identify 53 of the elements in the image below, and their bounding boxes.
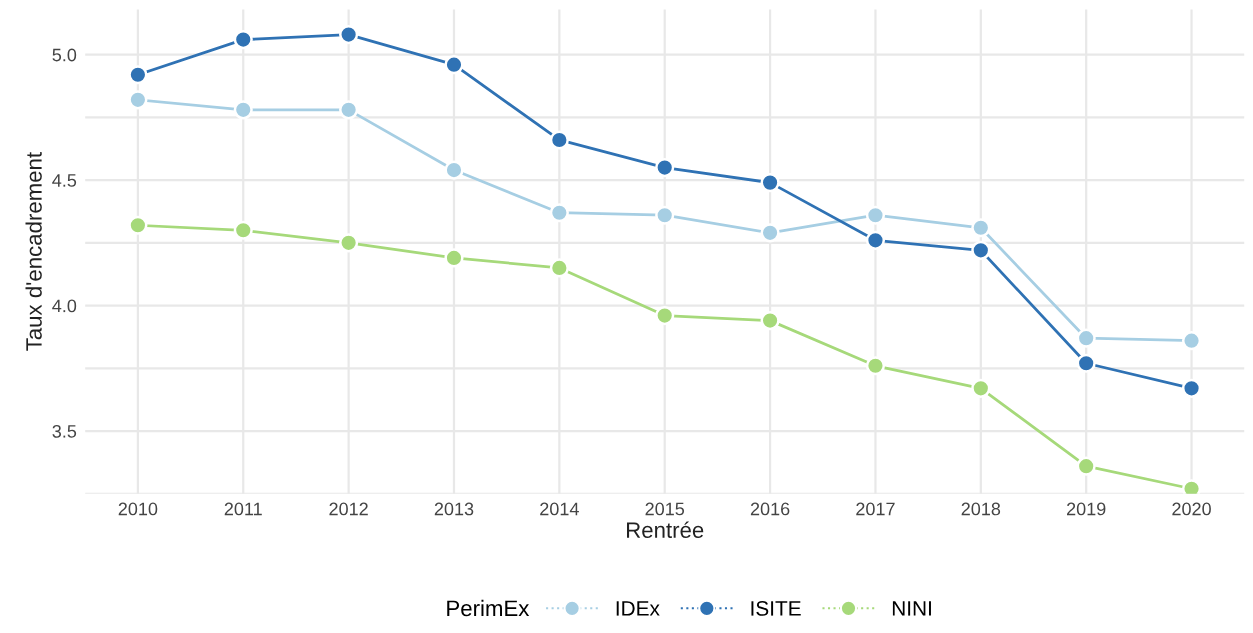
y-axis-title: Taux d'encadrement [25, 152, 42, 351]
y-tick-label: 4.0 [52, 299, 77, 313]
point [339, 25, 359, 45]
legend-label: NINI [892, 601, 931, 616]
point [549, 203, 569, 223]
x-tick-label: 2014 [540, 502, 579, 516]
point [128, 215, 148, 235]
y-tick-label: 5.0 [52, 48, 77, 62]
point [549, 258, 569, 278]
point [971, 218, 991, 238]
point [1076, 353, 1096, 373]
legend-title: PerimEx [447, 599, 530, 617]
x-tick-label: 2019 [1067, 502, 1106, 516]
point [1181, 378, 1202, 398]
x-tick-label: 2012 [329, 502, 368, 516]
point [233, 220, 253, 240]
point [865, 205, 886, 225]
point [655, 205, 675, 225]
point [760, 311, 780, 331]
point [655, 157, 675, 178]
x-tick-label: 2020 [1172, 502, 1211, 516]
y-tick-label: 3.5 [52, 424, 77, 438]
legend-label: ISITE [751, 601, 801, 616]
x-tick-label: 2015 [645, 502, 685, 516]
x-tick-label: 2018 [961, 502, 1001, 516]
point [1076, 456, 1096, 476]
point [444, 248, 464, 268]
y-tick-label: 4.5 [52, 174, 77, 187]
x-axis-title: Rentrée [627, 521, 704, 539]
point [549, 130, 569, 150]
x-tick-label: 2010 [118, 502, 158, 516]
point [1076, 328, 1096, 348]
point [865, 356, 886, 376]
point [971, 240, 991, 260]
point [760, 223, 780, 243]
x-tick-label: 2017 [856, 502, 895, 516]
x-tick-label: 2011 [224, 502, 262, 516]
point [233, 100, 253, 120]
point [760, 173, 780, 193]
point [128, 65, 148, 85]
point [655, 306, 675, 326]
point [128, 90, 148, 110]
point [444, 55, 464, 75]
point [971, 378, 991, 398]
legend-label: IDEx [616, 601, 660, 616]
x-tick-label: 2016 [750, 502, 790, 516]
point [339, 100, 359, 120]
point [1181, 331, 1202, 351]
point [865, 230, 886, 250]
point [339, 233, 359, 253]
x-tick-label: 2013 [434, 502, 474, 516]
point [444, 160, 464, 180]
point [233, 30, 253, 50]
